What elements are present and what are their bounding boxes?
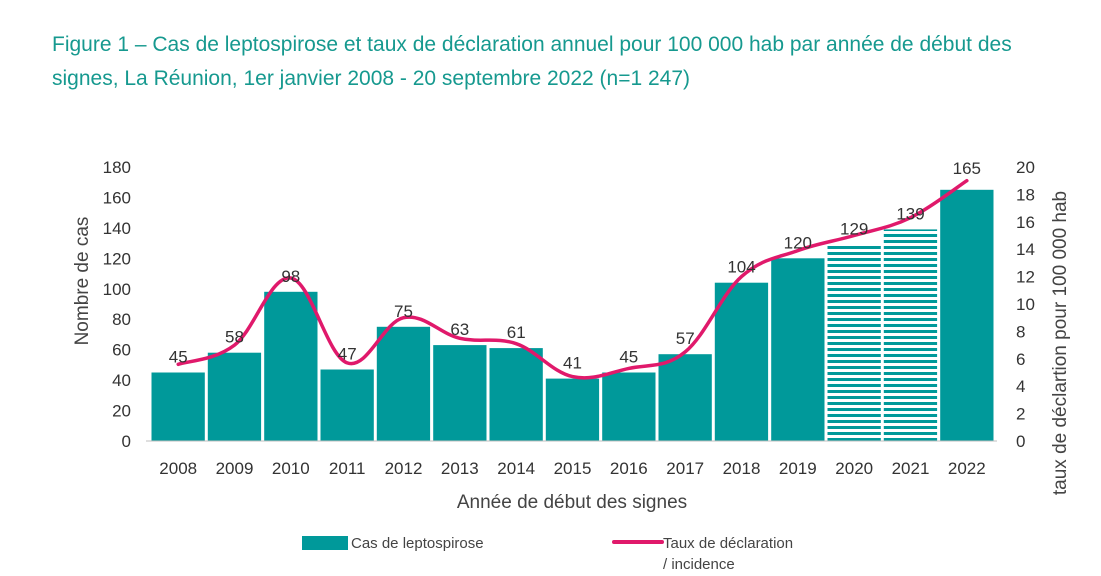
legend: Cas de leptospirose Taux de déclaration … <box>302 535 797 573</box>
x-tick-label-2013: 2013 <box>441 459 479 478</box>
x-tick-label-2016: 2016 <box>610 459 648 478</box>
y-axis-title: Nombre de cas <box>72 217 93 346</box>
y-tick-label-160: 160 <box>103 188 131 207</box>
y-tick-label-120: 120 <box>103 249 131 268</box>
x-tick-label-2008: 2008 <box>159 459 197 478</box>
x-tick-label-2009: 2009 <box>216 459 254 478</box>
data-label-2014: 61 <box>507 323 526 342</box>
y-tick-label-20: 20 <box>112 402 131 421</box>
x-tick-label-2015: 2015 <box>554 459 592 478</box>
x-tick-label-2014: 2014 <box>497 459 535 478</box>
y2-tick-label-2: 2 <box>1016 405 1025 424</box>
chart-title: Figure 1 – Cas de leptospirose et taux d… <box>52 33 1012 90</box>
axes-group: 0 20 40 60 80 100 120 140 160 180 0 2 4 6 8 10 12 14 16 18 2… <box>103 158 1035 478</box>
y2-tick-label-4: 4 <box>1016 377 1025 396</box>
data-label-2008: 45 <box>169 348 188 367</box>
data-label-2022: 165 <box>953 159 981 178</box>
x-tick-label-2018: 2018 <box>723 459 761 478</box>
x-tick-label-2021: 2021 <box>892 459 930 478</box>
y2-tick-label-6: 6 <box>1016 350 1025 369</box>
bar-2011 <box>320 369 374 441</box>
data-label-2019: 120 <box>784 233 812 252</box>
data-label-2009: 58 <box>225 328 244 347</box>
legend-label-rate-line1: Taux de déclaration <box>663 535 793 552</box>
labels-group: 45 58 98 47 75 63 61 41 45 57 104 120 129 139 165 <box>169 159 981 373</box>
data-label-2012: 75 <box>394 302 413 321</box>
y2-tick-label-8: 8 <box>1016 322 1025 341</box>
bar-2019 <box>771 258 825 441</box>
legend-swatch-cases <box>302 536 348 550</box>
legend-label-rate-line2: / incidence <box>663 556 735 573</box>
data-label-2011: 47 <box>338 345 357 364</box>
bar-2018 <box>714 282 769 441</box>
y2-axis-title: taux de déclartion pour 100 000 hab <box>1050 191 1071 495</box>
x-tick-label-2010: 2010 <box>272 459 310 478</box>
bar-2022 <box>940 189 994 441</box>
x-tick-label-2019: 2019 <box>779 459 817 478</box>
y-tick-label-100: 100 <box>103 280 131 299</box>
y-tick-label-0: 0 <box>122 432 131 451</box>
data-label-2013: 63 <box>450 320 469 339</box>
y2-tick-label-12: 12 <box>1016 268 1035 287</box>
y2-tick-label-14: 14 <box>1016 240 1035 259</box>
bars-group <box>151 189 994 441</box>
bar-2017 <box>658 354 712 441</box>
data-label-2021: 139 <box>896 204 924 223</box>
bar-2015 <box>545 378 600 441</box>
y2-tick-label-10: 10 <box>1016 295 1035 314</box>
rate-line <box>176 178 969 380</box>
x-tick-label-2022: 2022 <box>948 459 986 478</box>
data-label-2015: 41 <box>563 354 582 373</box>
data-label-2016: 45 <box>619 348 638 367</box>
y2-tick-label-16: 16 <box>1016 213 1035 232</box>
x-tick-label-2017: 2017 <box>666 459 704 478</box>
bar-2021 <box>883 229 938 441</box>
bar-2013 <box>433 345 487 441</box>
y-tick-label-180: 180 <box>103 158 131 177</box>
bar-2014 <box>489 348 543 441</box>
y-tick-label-60: 60 <box>112 341 131 360</box>
data-label-2017: 57 <box>676 329 695 348</box>
line-group <box>176 178 969 380</box>
legend-label-cases: Cas de leptospirose <box>351 535 484 552</box>
bar-2016 <box>602 372 656 441</box>
x-tick-label-2020: 2020 <box>835 459 873 478</box>
y2-tick-label-20: 20 <box>1016 158 1035 177</box>
y2-tick-label-18: 18 <box>1016 185 1035 204</box>
x-tick-label-2012: 2012 <box>385 459 423 478</box>
bar-2010 <box>264 291 318 441</box>
bar-2008 <box>151 372 205 441</box>
x-tick-label-2011: 2011 <box>329 459 366 478</box>
data-label-2018: 104 <box>727 258 755 277</box>
y2-tick-label-0: 0 <box>1016 432 1025 451</box>
bar-2020 <box>827 244 881 441</box>
y-tick-label-80: 80 <box>112 310 131 329</box>
data-label-2010: 98 <box>281 267 300 286</box>
bar-2009 <box>207 352 262 441</box>
y-tick-label-40: 40 <box>112 371 131 390</box>
bar-2012 <box>376 326 431 441</box>
y-tick-label-140: 140 <box>103 219 131 238</box>
legend-label-rate: Taux de déclaration / incidence <box>663 535 797 573</box>
data-label-2020: 129 <box>840 220 868 239</box>
x-axis-title: Année de début des signes <box>457 492 687 513</box>
